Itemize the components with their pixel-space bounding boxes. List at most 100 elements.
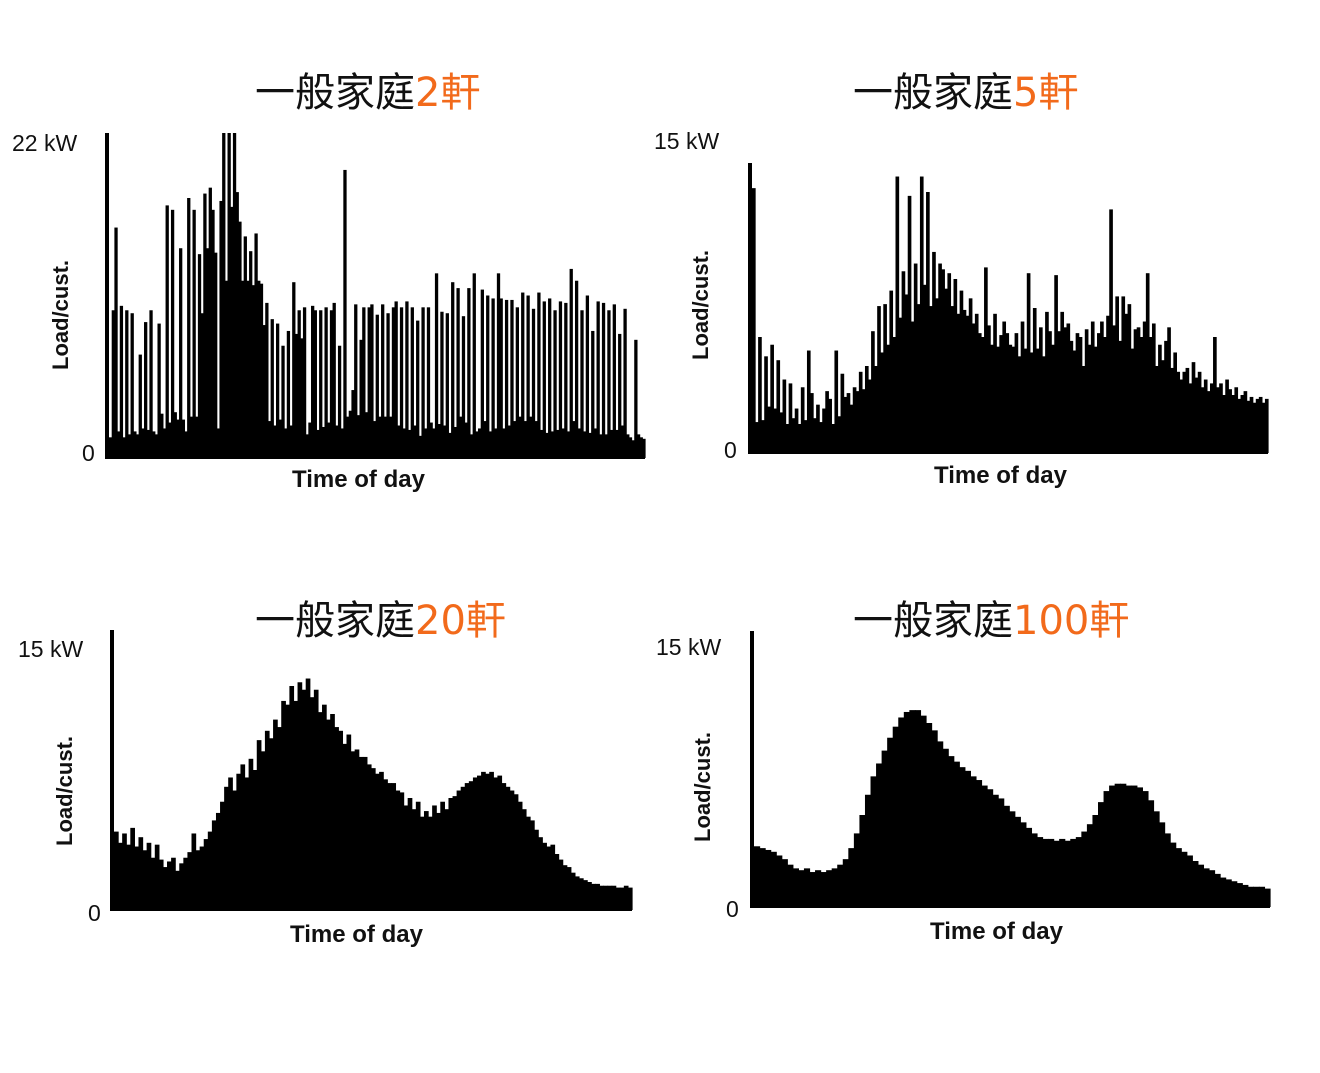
bar <box>1167 327 1171 453</box>
bar <box>877 306 881 453</box>
bar <box>1008 344 1013 453</box>
bar <box>620 425 625 458</box>
bar <box>1219 383 1223 453</box>
bar <box>445 313 449 458</box>
bar <box>334 727 339 910</box>
bar <box>822 408 826 453</box>
bar <box>289 686 295 910</box>
bar <box>980 337 985 453</box>
bar <box>173 412 177 458</box>
bar <box>577 428 581 458</box>
y-axis-min-label: 0 <box>726 896 739 922</box>
bar <box>1066 323 1071 453</box>
bar <box>391 783 397 910</box>
bar <box>488 431 493 458</box>
y-axis-min-label: 0 <box>724 437 737 463</box>
bar <box>326 719 331 910</box>
bar <box>397 425 401 458</box>
bar <box>264 730 270 910</box>
bar <box>781 859 788 907</box>
bar <box>612 304 616 458</box>
bar <box>1151 323 1156 453</box>
bar <box>523 421 528 458</box>
bar <box>634 339 638 458</box>
bar <box>472 777 478 910</box>
bar <box>987 325 991 453</box>
bar <box>452 796 458 910</box>
bar-series <box>105 133 646 459</box>
bar <box>639 437 643 458</box>
bar <box>627 887 633 910</box>
bar <box>1197 371 1202 453</box>
bar <box>932 251 936 453</box>
bar <box>292 282 296 458</box>
bar <box>765 849 772 907</box>
bar <box>1020 321 1025 453</box>
bar <box>770 344 774 453</box>
bar <box>1188 383 1193 453</box>
bar <box>776 360 781 453</box>
bar <box>383 779 388 910</box>
bar <box>959 767 966 907</box>
bar <box>914 710 922 907</box>
bar <box>146 429 150 458</box>
bar <box>111 310 115 458</box>
bar <box>1258 886 1266 907</box>
bar <box>531 308 536 458</box>
bar <box>984 267 988 453</box>
bar <box>981 785 988 907</box>
bar <box>895 176 900 453</box>
bar <box>929 306 933 453</box>
bar <box>135 434 140 458</box>
bar <box>1026 273 1031 453</box>
bar <box>461 316 466 458</box>
bar <box>578 878 584 910</box>
bar <box>211 209 215 458</box>
bar <box>367 307 371 458</box>
bar <box>418 435 423 458</box>
bar <box>114 227 118 458</box>
bar <box>907 195 912 453</box>
bar <box>1170 842 1177 907</box>
bar <box>436 812 441 910</box>
bar <box>826 870 833 907</box>
bar <box>440 801 445 910</box>
bar <box>273 425 277 458</box>
bar <box>1246 400 1251 453</box>
bar <box>813 418 817 453</box>
bar <box>1179 379 1184 453</box>
bar <box>843 396 848 453</box>
bar <box>1042 838 1049 907</box>
bar <box>220 801 225 910</box>
bar <box>167 861 172 910</box>
bar <box>254 233 258 458</box>
bar <box>1161 360 1165 453</box>
bar <box>935 298 939 453</box>
bar <box>200 313 204 458</box>
bar <box>118 842 123 910</box>
bar <box>926 192 930 453</box>
bar <box>545 432 549 458</box>
bar <box>1100 321 1104 453</box>
bar <box>1130 348 1135 453</box>
bar <box>285 704 290 910</box>
bar <box>130 313 134 458</box>
bar <box>539 429 544 458</box>
bar <box>227 133 231 458</box>
bar <box>562 865 568 910</box>
bar <box>861 389 866 453</box>
bar <box>759 848 766 907</box>
bar <box>475 431 479 458</box>
bar <box>876 763 883 907</box>
bar <box>919 176 924 453</box>
bar <box>1003 805 1010 907</box>
bar <box>615 887 621 910</box>
bar <box>609 429 614 458</box>
bar <box>126 844 131 910</box>
y-axis-line <box>750 631 754 907</box>
chart-title-base: 一般家庭 <box>255 70 415 116</box>
bar <box>329 310 334 458</box>
bar <box>815 870 822 907</box>
bar <box>281 700 286 910</box>
bar <box>538 837 543 910</box>
